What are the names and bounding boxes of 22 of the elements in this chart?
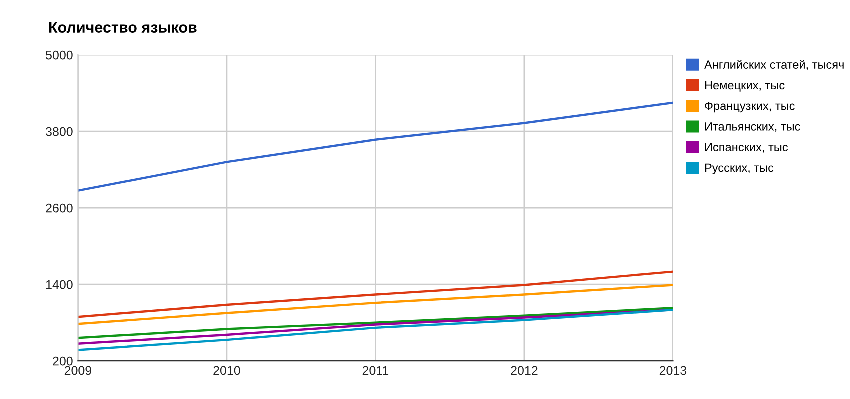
line-series — [78, 102, 674, 192]
legend-label: Итальянских, тыс — [705, 122, 800, 132]
x-tick-label: 2012 — [511, 366, 538, 376]
y-tick-label: 2600 — [46, 204, 73, 213]
x-tick-label: 2013 — [660, 366, 687, 376]
legend-label: Французких, тыс — [705, 102, 795, 113]
legend-label: Немецких, тыс — [705, 81, 785, 92]
x-tick-label: 2009 — [64, 366, 92, 376]
y-tick-label: 1400 — [46, 280, 73, 290]
legend-label: Русских, тыс — [705, 164, 774, 174]
chart-title: Количество языков — [49, 22, 197, 33]
x-tick-label: 2011 — [362, 366, 389, 376]
legend-label: Испанских, тыс — [705, 143, 788, 153]
y-tick-label: 200 — [53, 356, 73, 366]
y-tick-label: 5000 — [46, 50, 73, 60]
line-series — [78, 284, 674, 326]
y-tick-label: 3800 — [46, 127, 73, 136]
line-series — [78, 270, 674, 318]
line-series — [78, 308, 674, 352]
x-tick-label: 2010 — [214, 366, 240, 376]
line-series — [78, 307, 674, 340]
legend-label: Английских статей, тысяч — [704, 60, 844, 70]
